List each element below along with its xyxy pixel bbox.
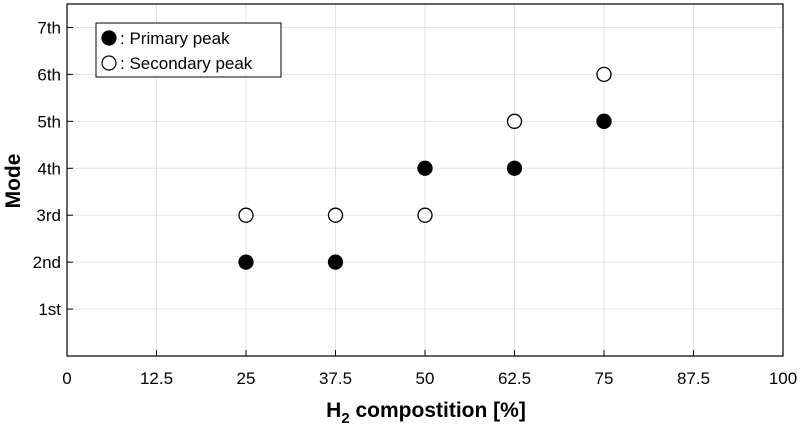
primary-peak-point bbox=[327, 254, 344, 270]
grid-lines bbox=[67, 4, 783, 356]
secondary-peak-point bbox=[417, 207, 433, 223]
x-tick-label: 25 bbox=[237, 369, 256, 388]
y-tick-label: 4th bbox=[37, 159, 61, 178]
x-axis-title: H2 compostition [%] bbox=[326, 399, 526, 427]
primary-peak-point bbox=[417, 160, 433, 176]
y-tick-label: 2nd bbox=[33, 253, 61, 272]
x-tick-label: 100 bbox=[769, 369, 797, 388]
y-tick-label: 3rd bbox=[36, 206, 61, 225]
x-axis-title-rest: compostition [%] bbox=[350, 399, 526, 422]
legend-secondary-marker bbox=[101, 55, 117, 71]
legend-box bbox=[95, 22, 282, 78]
x-tick-label: 12.5 bbox=[140, 369, 173, 388]
y-tick-label: 1st bbox=[38, 300, 61, 319]
y-tick-label: 5th bbox=[37, 112, 61, 131]
x-axis-title-main: H bbox=[326, 399, 341, 422]
x-tick-label: 50 bbox=[416, 369, 435, 388]
data-points bbox=[238, 66, 612, 270]
legend-primary-label: : Primary peak bbox=[120, 29, 230, 48]
primary-peak-point bbox=[506, 160, 523, 176]
primary-peak-point bbox=[596, 113, 612, 129]
x-axis-title-subscript: 2 bbox=[341, 410, 349, 427]
legend-secondary-label: : Secondary peak bbox=[120, 54, 253, 73]
secondary-peak-point bbox=[238, 207, 254, 223]
y-tick-label: 7th bbox=[37, 18, 61, 37]
x-tick-label: 75 bbox=[595, 369, 614, 388]
y-tick-label: 6th bbox=[37, 65, 61, 84]
x-tick-label: 62.5 bbox=[498, 369, 531, 388]
legend-primary-marker bbox=[101, 30, 117, 46]
x-tick-label: 37.5 bbox=[319, 369, 352, 388]
secondary-peak-point bbox=[327, 207, 344, 223]
x-tick-label: 87.5 bbox=[677, 369, 710, 388]
x-axis-ticks: 0 12.5 25 37.5 50 62.5 75 87.5 100 bbox=[62, 350, 797, 388]
primary-peak-point bbox=[238, 254, 254, 270]
y-axis-ticks: 1st 2nd 3rd 4th 5th 6th 7th bbox=[33, 18, 73, 319]
secondary-peak-point bbox=[596, 66, 612, 83]
secondary-peak-point bbox=[506, 113, 523, 129]
y-axis-title: Mode bbox=[2, 154, 25, 209]
x-tick-label: 0 bbox=[62, 369, 71, 388]
legend: : Primary peak : Secondary peak bbox=[95, 22, 282, 78]
